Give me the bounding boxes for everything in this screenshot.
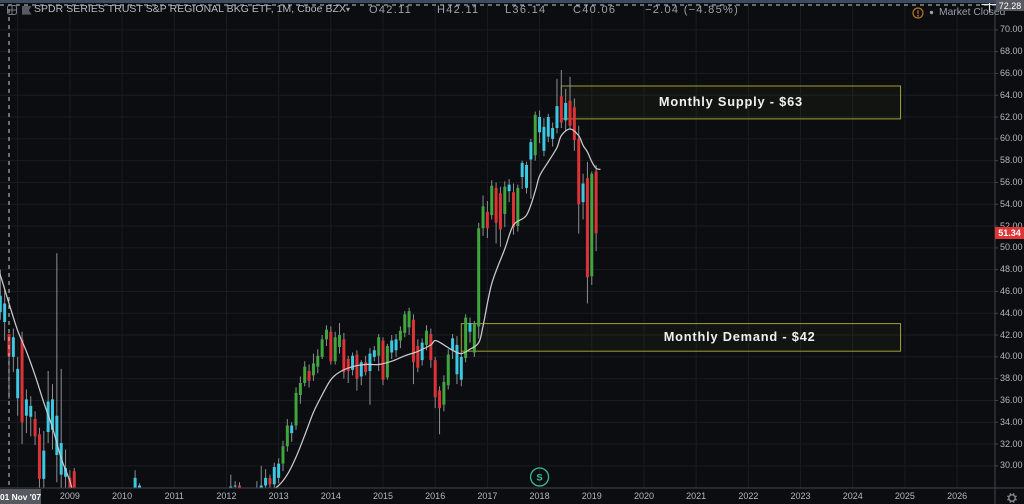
price-tick-label: 40.00: [1000, 351, 1023, 362]
zone-label-demand: Monthly Demand - $42: [663, 329, 816, 345]
price-tick-label: 42.00: [1000, 329, 1023, 340]
price-tick-label: 44.00: [1000, 307, 1023, 318]
market-status[interactable]: Market Closed: [912, 6, 1005, 19]
red-candles: [7, 96, 598, 488]
last-price-text: 51.34: [998, 228, 1021, 238]
price-tick-label: 68.00: [1000, 46, 1023, 57]
high-value: H42.11: [437, 4, 479, 16]
crosshair-price-text: 72.28: [998, 0, 1022, 11]
price-tick-label: 48.00: [1000, 264, 1023, 275]
price-tick-label: 56.00: [1000, 176, 1023, 187]
symbol-flag-icon-shape: [22, 6, 32, 15]
open-label: O: [369, 4, 379, 16]
price-tick-label: 58.00: [1000, 155, 1023, 166]
price-tick-label: 38.00: [1000, 373, 1023, 384]
price-tick-label: 70.00: [1000, 24, 1023, 35]
price-tick-label: 50.00: [1000, 242, 1023, 253]
ohlc-readout: O42.11 H42.11 L36.14 C40.06 −2.04 (−4.85…: [0, 4, 1024, 16]
year-label[interactable]: 2018: [529, 491, 550, 501]
last-price-label: 51.34: [995, 227, 1024, 239]
year-label[interactable]: 2014: [320, 491, 341, 501]
year-label[interactable]: 2020: [633, 491, 654, 501]
year-label[interactable]: 2023: [790, 491, 811, 501]
year-label[interactable]: 2010: [112, 491, 133, 501]
crosshair-price-label: 72.28: [996, 0, 1024, 11]
high-label: H: [437, 4, 447, 16]
gear-ring: [1008, 494, 1016, 502]
price-tick-label: 64.00: [1000, 89, 1023, 100]
alert-circle-icon: [912, 6, 924, 19]
year-label[interactable]: 2015: [372, 491, 394, 501]
crosshair-date-text: 01 Nov '07: [0, 491, 42, 502]
price-tick-label: 62.00: [1000, 111, 1023, 122]
price-tick-label: 66.00: [1000, 67, 1023, 78]
crosshair: [0, 4, 997, 488]
grid-lines: [0, 0, 995, 488]
close-label: C: [573, 4, 583, 16]
price-tick-label: 36.00: [1000, 394, 1023, 405]
year-label[interactable]: 2011: [164, 491, 184, 501]
close-value: C40.06: [573, 4, 616, 16]
year-label[interactable]: 2012: [216, 491, 237, 501]
symbol-flag-icon[interactable]: [22, 6, 32, 15]
split-marker-letter: S: [536, 473, 542, 484]
layout-grid-icon[interactable]: [7, 5, 17, 15]
symbol-legend[interactable]: SPDR SERIES TRUST S&P REGIONAL BKG ETF, …: [6, 4, 350, 17]
wicks-path: [0, 70, 597, 488]
change-value: −2.04 (−4.85%): [645, 4, 740, 16]
zone-supply[interactable]: [560, 85, 902, 120]
supply-demand-zones[interactable]: [460, 85, 902, 352]
price-tick-label: 32.00: [1000, 438, 1023, 449]
price-tick-label: 34.00: [1000, 416, 1023, 427]
split-marker[interactable]: S: [529, 467, 550, 487]
high-price: 42.11: [446, 4, 480, 16]
chevron-down-icon[interactable]: ▾: [346, 5, 351, 14]
price-tick-label: 54.00: [1000, 198, 1023, 209]
alert-exclamation-dot: [917, 14, 919, 17]
crosshair-date-label: 01 Nov '07: [0, 489, 41, 504]
low-price: 36.14: [512, 4, 547, 16]
year-label[interactable]: 2013: [268, 491, 289, 501]
symbol-title[interactable]: SPDR SERIES TRUST S&P REGIONAL BKG ETF, …: [34, 4, 347, 15]
year-label[interactable]: 2021: [686, 491, 707, 501]
low-value: L36.14: [505, 4, 546, 16]
candle-wicks: [0, 70, 597, 488]
year-label[interactable]: 2024: [842, 491, 863, 501]
candle-bodies: [0, 96, 598, 488]
window-top-strip: [0, 0, 1024, 3]
year-label[interactable]: 2019: [581, 491, 602, 501]
year-label[interactable]: 2026: [947, 491, 968, 501]
alert-circle-ring: [912, 6, 924, 19]
price-tick-label: 60.00: [1000, 133, 1023, 144]
open-value: O42.11: [369, 4, 412, 16]
low-label: L: [505, 4, 513, 16]
year-label[interactable]: 2022: [738, 491, 759, 501]
moving-average-line: [0, 128, 601, 488]
year-label[interactable]: 2009: [59, 491, 80, 501]
year-label[interactable]: 2017: [477, 491, 498, 501]
green-candles: [281, 114, 594, 464]
axis-settings-gear-icon[interactable]: [1007, 493, 1017, 503]
split-marker-circle[interactable]: [529, 467, 550, 487]
status-dot: [929, 10, 934, 15]
zone-label-supply: Monthly Supply - $63: [658, 94, 803, 110]
open-price: 42.11: [378, 4, 413, 16]
price-tick-label: 46.00: [1000, 285, 1023, 296]
price-tick-label: 30.00: [1000, 460, 1023, 471]
year-label[interactable]: 2016: [425, 491, 446, 501]
year-label[interactable]: 2025: [894, 491, 915, 501]
zone-demand[interactable]: [460, 323, 902, 352]
status-dot-icon: [929, 10, 934, 15]
legend-icons: [7, 5, 32, 15]
close-price: 40.06: [582, 4, 617, 16]
price-tick-label: 52.00: [1000, 220, 1023, 231]
market-status-text: Market Closed: [939, 7, 1006, 18]
